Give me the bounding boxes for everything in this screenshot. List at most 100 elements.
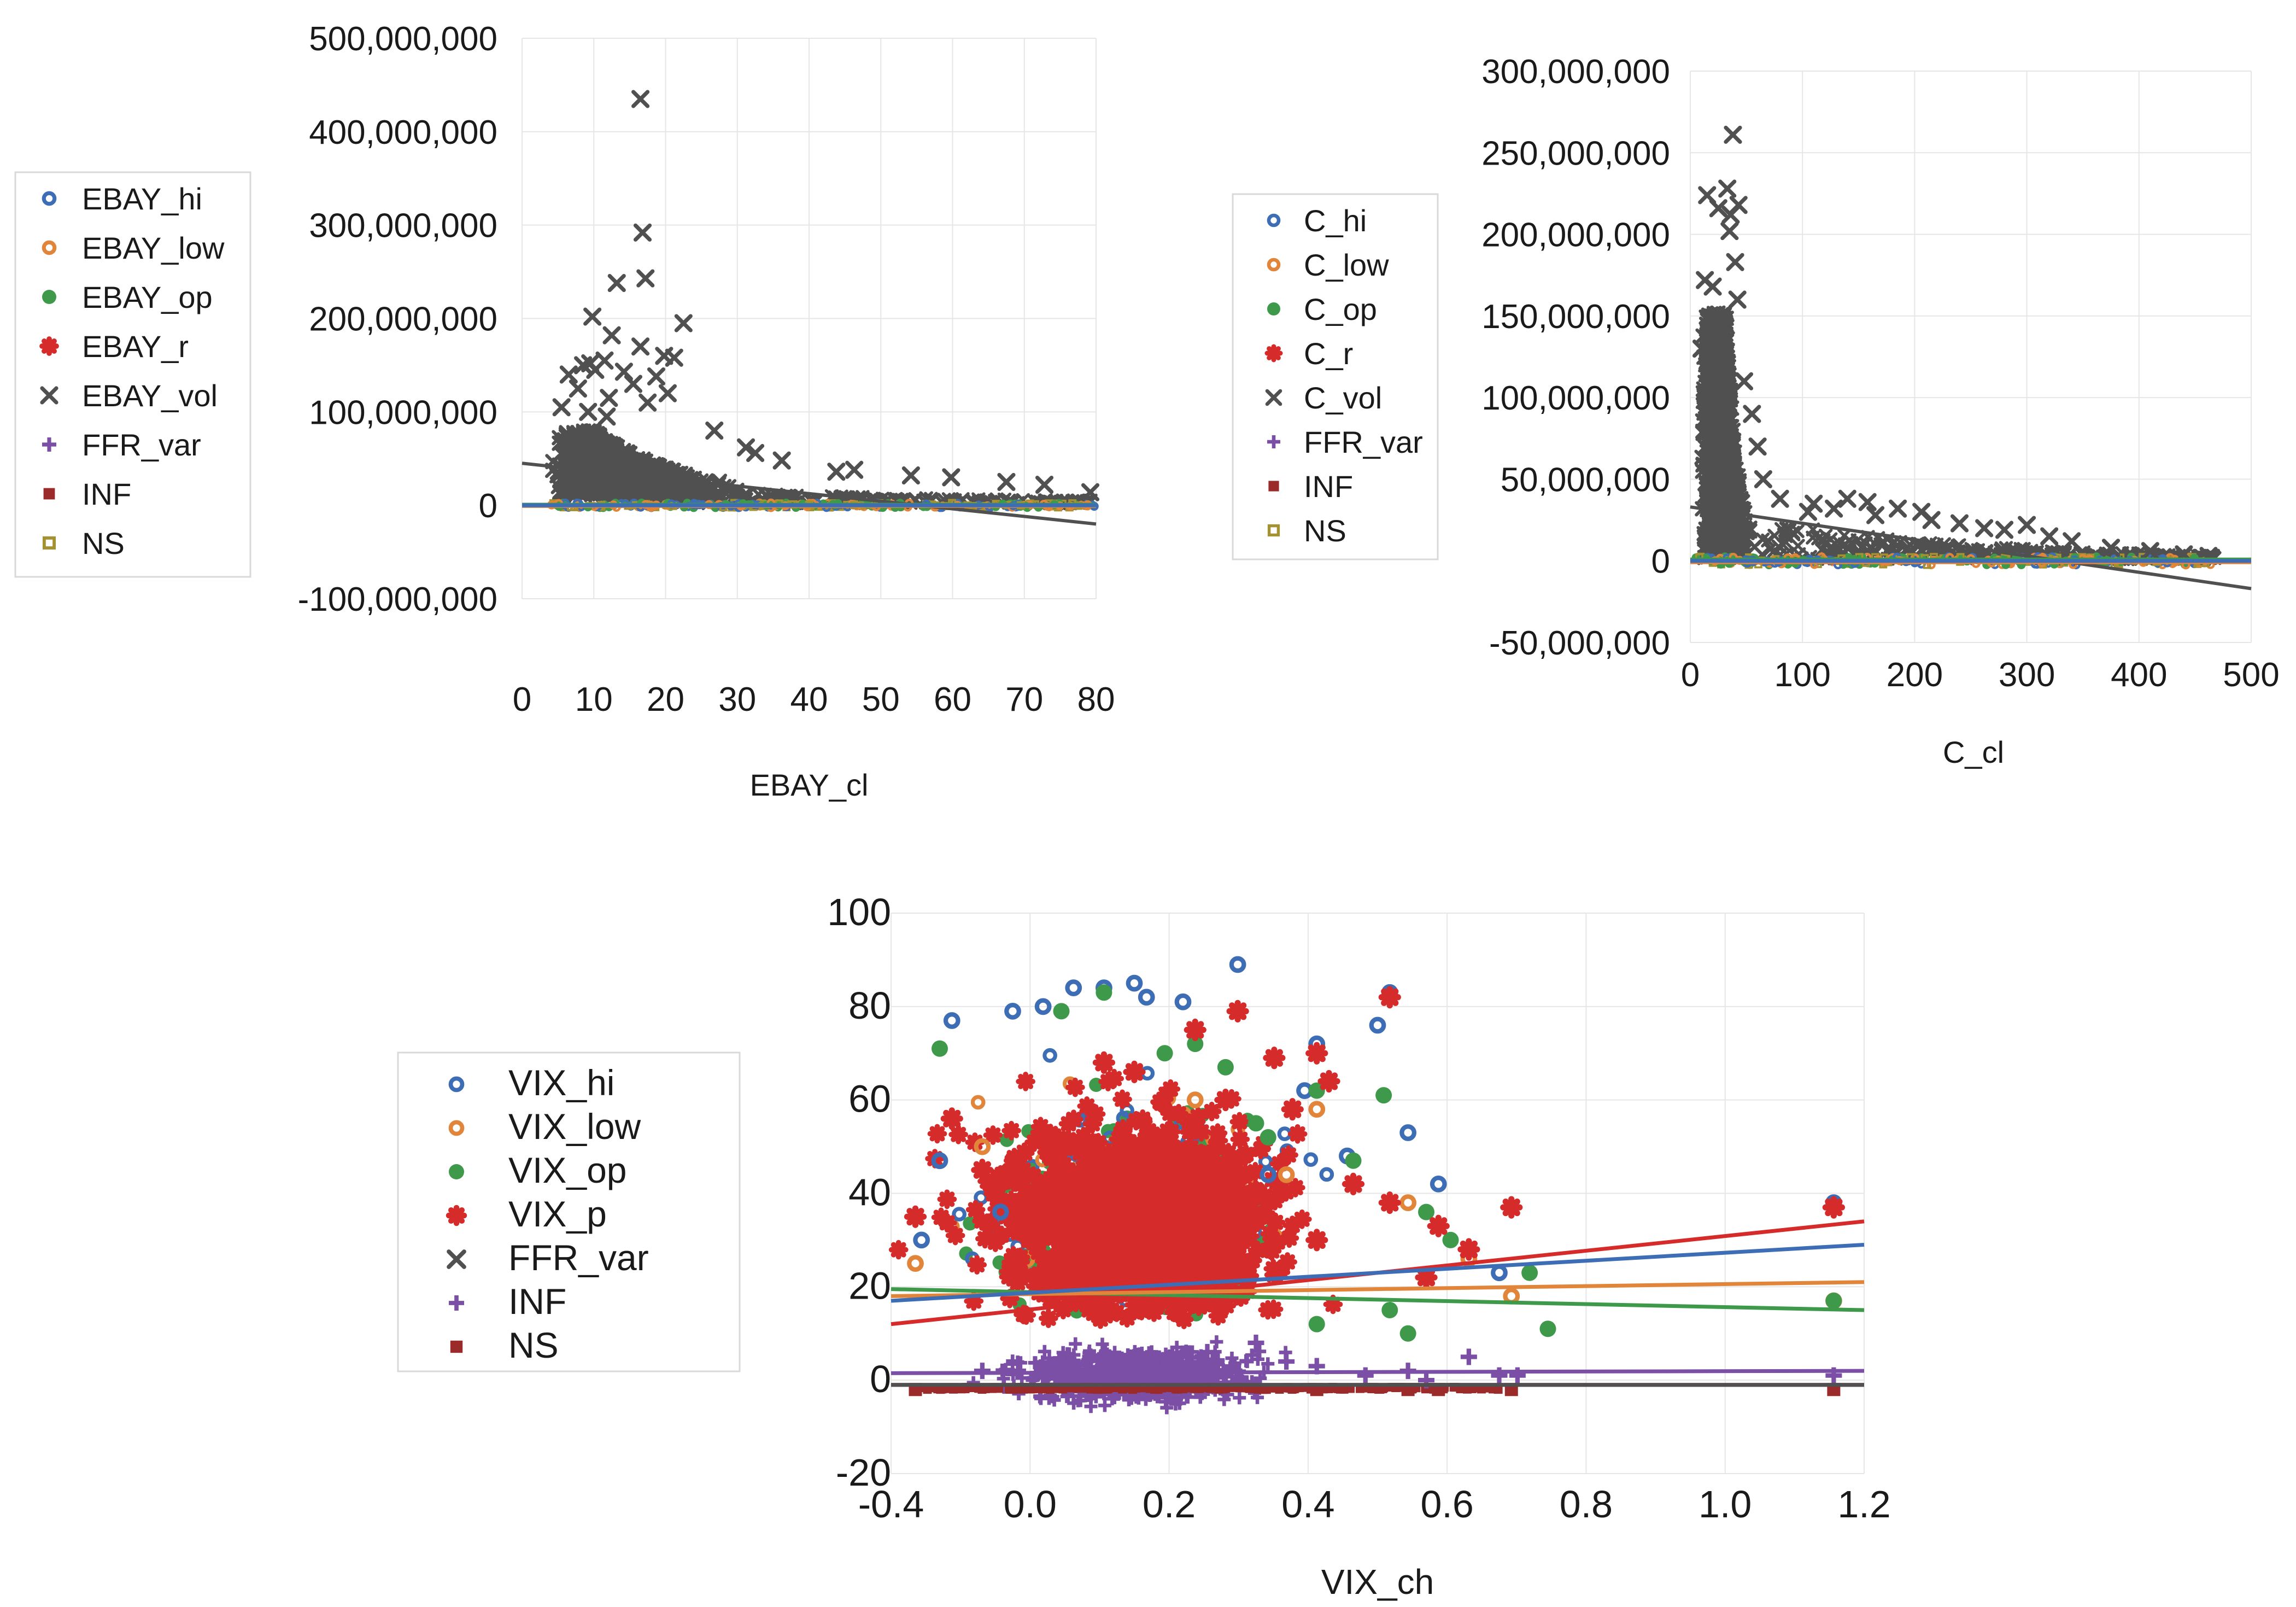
hi-low-point [1303,1152,1319,1167]
point-c_vol [1922,511,1941,529]
y-tick-label: 0 [1651,543,1670,581]
x-tick-label: 20 [647,681,684,718]
legend-label: C_op [1304,292,1377,326]
hi-low-point [1042,1048,1057,1063]
legend-label: EBAY_low [82,231,225,265]
legend-marker [1267,302,1280,315]
point-ebay_vol [639,393,657,412]
x-axis-ticks: 0 100 200 300 400 500 [1681,656,2280,694]
point-c_vol [1838,489,1856,508]
y-tick-label: -100,000,000 [298,581,497,618]
x-tick-label: 0.8 [1560,1483,1613,1526]
x-axis-label: VIX_ch [1321,1562,1434,1602]
x-tick-label: 200 [1887,656,1943,694]
y-tick-label: 150,000,000 [1481,298,1670,336]
x-tick-label: 80 [1077,681,1115,718]
point-cloud [545,423,1099,512]
legend-label: C_low [1304,248,1389,282]
point-c_vol [1703,277,1722,296]
x-tick-label: 100 [1774,656,1830,694]
point-c_vol [1975,519,1994,537]
y-tick-label: 200,000,000 [1481,217,1670,254]
point-c_vol [1724,125,1742,144]
point-c_vol [1720,222,1739,241]
legend-label: EBAY_r [82,329,189,364]
y-tick-label: 20 [848,1264,891,1307]
point-ebay_vol [569,379,587,398]
p-point [1065,1077,1085,1097]
y-tick-label: 300,000,000 [309,207,497,245]
legend-label: FFR_var [1304,425,1423,459]
x-axis-label: EBAY_cl [750,768,869,802]
legend-marker [1264,344,1283,363]
legend-label: INF [82,477,131,511]
x-tick-label: 0.0 [1004,1483,1057,1526]
data-points [1692,125,2218,565]
legend-marker [1268,481,1279,492]
y-tick-label: 0 [870,1358,891,1400]
y-tick-label: 200,000,000 [309,301,497,338]
x-axis-label: C_cl [1943,735,2004,769]
point-c_vol [1718,179,1737,198]
point-c_vol [1889,499,1907,518]
x-tick-label: 500 [2223,656,2279,694]
y-tick-label: 250,000,000 [1481,135,1670,172]
y-tick-label: 100 [827,891,891,933]
y-tick-label: 0 [479,487,497,525]
x-tick-label: 0 [513,681,531,718]
legend-label: FFR_var [82,428,201,462]
x-axis-ticks: -0.4 0.0 0.2 0.4 0.6 0.8 1.0 1.2 [858,1483,1891,1526]
x-tick-label: 300 [1999,656,2055,694]
y-tick-label: 50,000,000 [1501,461,1670,499]
point-ebay_vol [583,307,602,326]
point-c_vol [1748,437,1767,456]
point-ebay_vol [665,348,683,367]
x-tick-label: 0.6 [1420,1483,1473,1526]
vol-point [585,454,601,470]
point-ebay_vol [997,472,1016,492]
point-ebay_vol [1035,476,1054,494]
point-ebay_vol [636,269,655,288]
p-point [983,1125,1003,1145]
point-ebay_vol [614,363,633,381]
x-tick-label: 1.0 [1698,1483,1752,1526]
y-tick-label: 80 [848,984,891,1027]
hi-low-point [1319,1167,1334,1182]
y-tick-label: 60 [848,1078,891,1120]
legend-marker [42,290,56,304]
point-ebay_vol [631,90,650,108]
chart-2: 300,000,000250,000,000200,000,000150,000… [1232,53,2280,769]
point-c_vol [1995,521,2014,539]
x-tick-label: 10 [575,681,613,718]
x-tick-label: 40 [790,681,828,718]
legend-label: NS [82,526,125,560]
x-axis-ticks: 0 10 20 30 40 50 60 70 80 [513,681,1115,718]
y-tick-label: 500,000,000 [309,20,497,58]
point-ebay_vol [647,367,666,385]
y-axis-ticks: 500,000,000400,000,000300,000,000200,000… [298,20,497,618]
y-tick-label: 100,000,000 [1481,379,1670,417]
legend-label: C_hi [1304,203,1367,238]
point-ebay_vol [631,337,650,356]
point-ebay_vol [559,365,578,384]
vol-point [586,440,602,456]
legend-label: C_r [1304,336,1353,371]
point-c_vol [1735,372,1754,390]
legend-label: C_vol [1304,381,1382,415]
legend-label: EBAY_hi [82,182,202,216]
point-c_vol [1825,499,1843,518]
data-points [552,90,1100,501]
y-tick-label: 40 [848,1171,891,1214]
vol-point [580,484,596,500]
point-ebay_vol [633,223,652,242]
y-axis-ticks: 300,000,000250,000,000200,000,000150,000… [1481,53,1670,662]
chart-1: 500,000,000400,000,000300,000,000200,000… [14,20,1115,802]
point-cloud [1691,305,2222,570]
x-tick-label: 70 [1005,681,1043,718]
point-ebay_vol [827,463,846,481]
x-tick-label: 50 [862,681,900,718]
inf-point [1210,1335,1223,1349]
